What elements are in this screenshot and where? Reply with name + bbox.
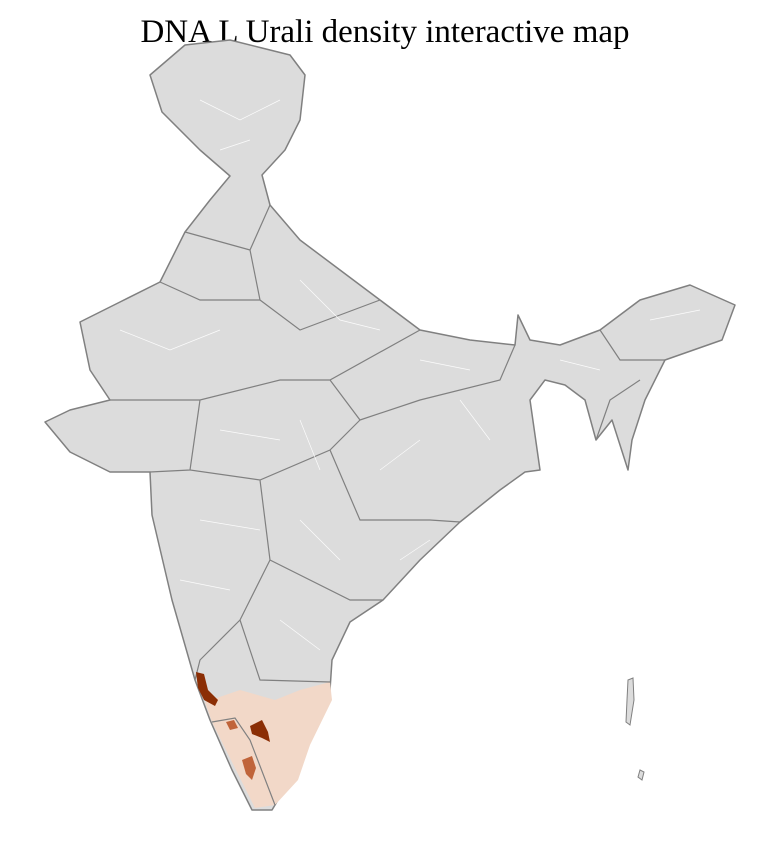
low-density-area[interactable]: [205, 682, 332, 808]
district-kasaragod-kannur[interactable]: [196, 672, 218, 706]
india-outline[interactable]: [44, 39, 736, 811]
district-coimbatore[interactable]: [250, 720, 270, 742]
andaman-islands[interactable]: [625, 677, 645, 781]
state-border: [110, 204, 665, 806]
district-malappuram[interactable]: [226, 720, 238, 730]
district-idukki[interactable]: [242, 756, 256, 780]
district-borders: [119, 99, 701, 651]
